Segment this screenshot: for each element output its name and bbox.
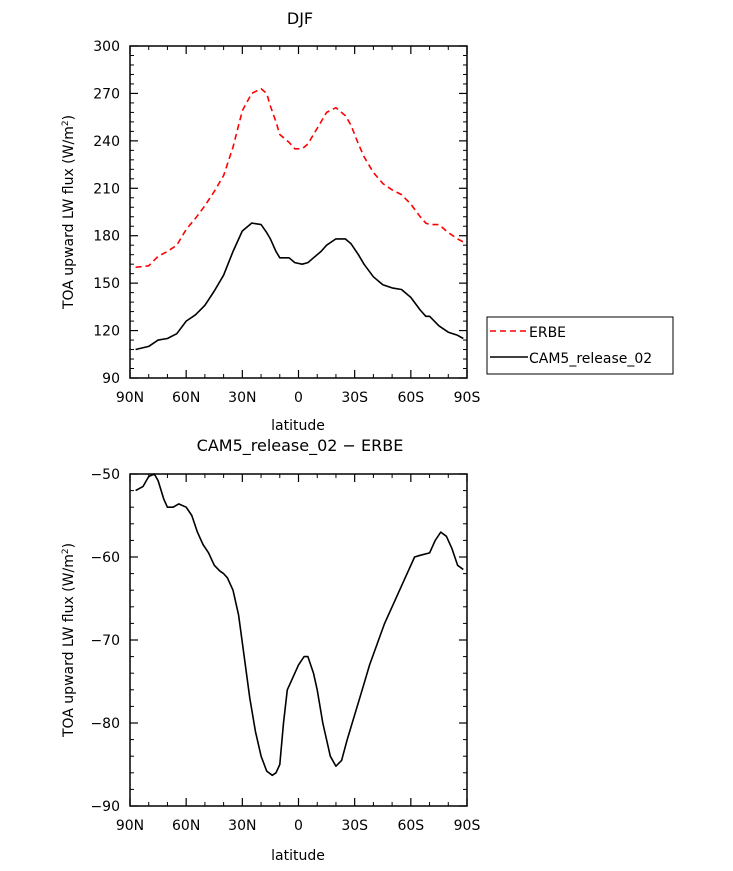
y-axis-label: TOA upward LW flux (W/m2) — [61, 115, 77, 310]
y-tick-label: −50 — [90, 467, 120, 483]
axis-ticks: 90N 60N 30N 0 30S 60S 90S 90 120 150 180 210 240 270 3… — [93, 39, 480, 406]
x-tick-label: 60N — [172, 818, 200, 834]
y-tick-label: 270 — [93, 86, 120, 102]
x-tick-label: 30N — [228, 390, 256, 406]
y-tick-label: −70 — [90, 633, 120, 649]
x-axis-label: latitude — [271, 848, 325, 864]
panel-djf: DJF 90N 60N 30N 0 30S 60S 90S 90 120 150 180 210 240… — [61, 9, 674, 434]
x-tick-label: 60S — [397, 818, 424, 834]
x-tick-label: 0 — [294, 390, 303, 406]
y-tick-label: 210 — [93, 181, 120, 197]
y-tick-label: 150 — [93, 276, 120, 292]
axis-ticks: 90N 60N 30N 0 30S 60S 90S −90 −80 −70 −60 −50 — [90, 467, 480, 834]
legend: ERBE CAM5_release_02 — [486, 316, 674, 375]
y-tick-label: 300 — [93, 39, 120, 55]
x-tick-label: 30N — [228, 818, 256, 834]
y-tick-label: 180 — [93, 229, 120, 245]
x-tick-label: 0 — [294, 818, 303, 834]
x-tick-label: 90N — [116, 390, 144, 406]
legend-label-erbe: ERBE — [529, 325, 566, 341]
series-line-erbe — [135, 87, 464, 269]
y-tick-label: −90 — [90, 799, 120, 815]
series-line-difference — [135, 473, 464, 777]
series-group — [135, 473, 464, 777]
plot-frame — [129, 473, 468, 807]
legend-label-cam5: CAM5_release_02 — [529, 351, 652, 367]
panel-difference: CAM5_release_02 − ERBE 90N 60N 30N 0 30S 60S 9… — [61, 436, 480, 864]
y-tick-label: −80 — [90, 716, 120, 732]
series-line-cam5-release-02 — [135, 222, 464, 351]
x-tick-label: 60S — [397, 390, 424, 406]
y-tick-label: 120 — [93, 324, 120, 340]
x-tick-label: 30S — [341, 390, 368, 406]
chart-title: CAM5_release_02 − ERBE — [197, 436, 404, 456]
x-tick-label: 60N — [172, 390, 200, 406]
y-tick-label: −60 — [90, 550, 120, 566]
x-tick-label: 90S — [454, 818, 481, 834]
x-tick-label: 90N — [116, 818, 144, 834]
y-tick-label: 90 — [102, 371, 120, 387]
series-group — [135, 87, 464, 351]
y-tick-label: 240 — [93, 134, 120, 150]
chart-title: DJF — [287, 9, 313, 28]
x-tick-label: 90S — [454, 390, 481, 406]
legend-box — [486, 316, 674, 375]
x-axis-label: latitude — [271, 418, 325, 434]
y-axis-label: TOA upward LW flux (W/m2) — [61, 543, 77, 738]
x-tick-label: 30S — [341, 818, 368, 834]
